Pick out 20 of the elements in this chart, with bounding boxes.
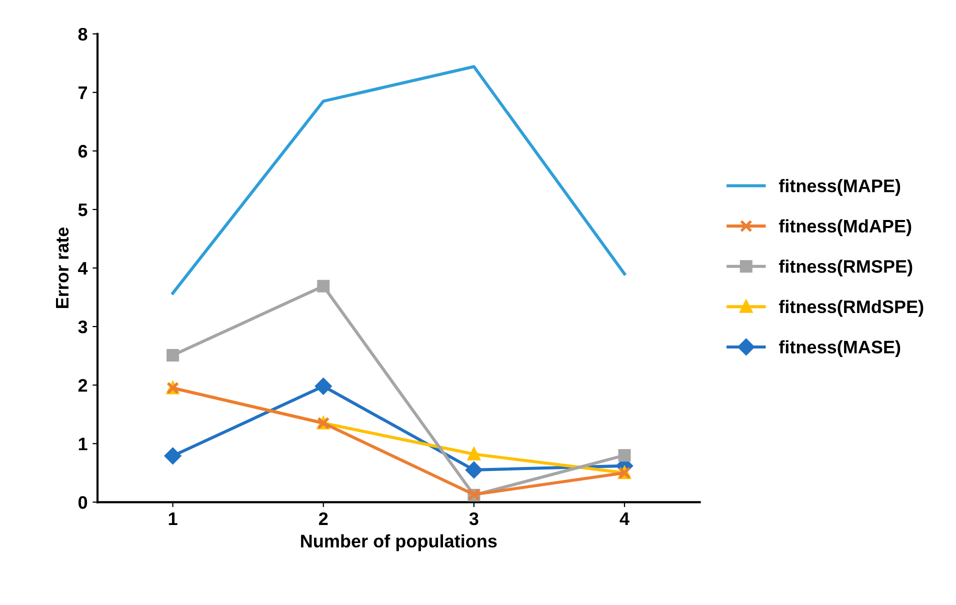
x-tick-label: 1 (168, 512, 178, 525)
y-tick-label: 3 (78, 320, 88, 334)
x-tick-label: 4 (620, 512, 630, 525)
y-tick-label: 5 (78, 204, 88, 216)
y-tick-label: 0 (78, 496, 88, 509)
legend-label: fitness(MASE) (778, 340, 900, 358)
y-tick-label: 7 (78, 86, 87, 99)
y-tick-label: 4 (78, 262, 88, 275)
x-tick-label: 3 (469, 512, 478, 526)
y-tick-label: 2 (78, 379, 88, 392)
legend-label: fitness(RMdSPE) (778, 300, 924, 317)
y-tick-label: 6 (78, 144, 88, 158)
y-tick-label: 1 (78, 438, 88, 450)
x-axis-title: Number of populations (301, 534, 497, 552)
legend-label: fitness(MAPE) (778, 178, 900, 196)
x-tick-label: 2 (318, 512, 328, 525)
legend-label: fitness(RMSPE) (778, 260, 912, 276)
y-axis-title: Error rate (56, 227, 69, 308)
y-tick-label: 8 (78, 28, 88, 41)
legend-label: fitness(MdAPE) (778, 219, 912, 236)
